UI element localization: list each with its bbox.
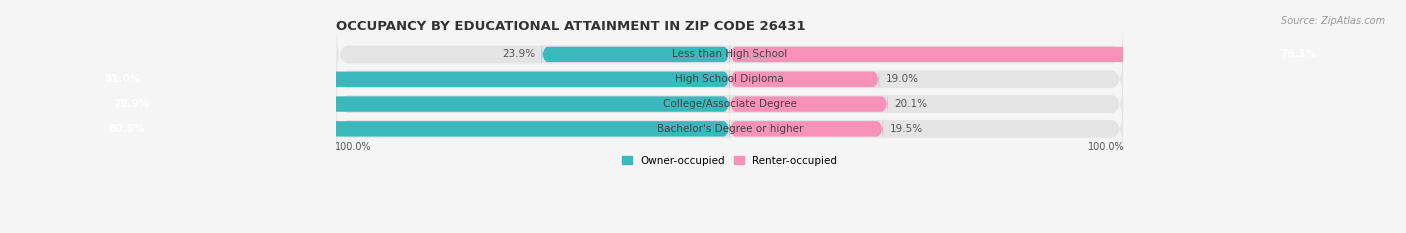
FancyBboxPatch shape	[730, 117, 883, 141]
Text: 20.1%: 20.1%	[894, 99, 927, 109]
Text: 81.0%: 81.0%	[104, 74, 141, 84]
FancyBboxPatch shape	[336, 26, 1123, 83]
FancyBboxPatch shape	[97, 117, 730, 141]
FancyBboxPatch shape	[336, 51, 1123, 107]
Text: 19.0%: 19.0%	[886, 74, 918, 84]
FancyBboxPatch shape	[336, 101, 1123, 157]
Legend: Owner-occupied, Renter-occupied: Owner-occupied, Renter-occupied	[617, 151, 842, 170]
Text: College/Associate Degree: College/Associate Degree	[662, 99, 797, 109]
Text: Less than High School: Less than High School	[672, 49, 787, 59]
FancyBboxPatch shape	[93, 67, 730, 91]
Text: OCCUPANCY BY EDUCATIONAL ATTAINMENT IN ZIP CODE 26431: OCCUPANCY BY EDUCATIONAL ATTAINMENT IN Z…	[336, 20, 806, 33]
FancyBboxPatch shape	[730, 42, 1329, 67]
Text: High School Diploma: High School Diploma	[675, 74, 785, 84]
Text: 76.1%: 76.1%	[1279, 49, 1316, 59]
FancyBboxPatch shape	[101, 92, 730, 116]
Text: 19.5%: 19.5%	[890, 124, 922, 134]
Text: Source: ZipAtlas.com: Source: ZipAtlas.com	[1281, 16, 1385, 26]
Text: 80.5%: 80.5%	[108, 124, 145, 134]
Text: 100.0%: 100.0%	[1088, 142, 1125, 152]
Text: 100.0%: 100.0%	[335, 142, 371, 152]
Text: Bachelor's Degree or higher: Bachelor's Degree or higher	[657, 124, 803, 134]
FancyBboxPatch shape	[730, 92, 887, 116]
FancyBboxPatch shape	[336, 76, 1123, 132]
Text: 79.9%: 79.9%	[112, 99, 149, 109]
FancyBboxPatch shape	[730, 67, 879, 91]
FancyBboxPatch shape	[541, 42, 730, 67]
Text: 23.9%: 23.9%	[502, 49, 536, 59]
